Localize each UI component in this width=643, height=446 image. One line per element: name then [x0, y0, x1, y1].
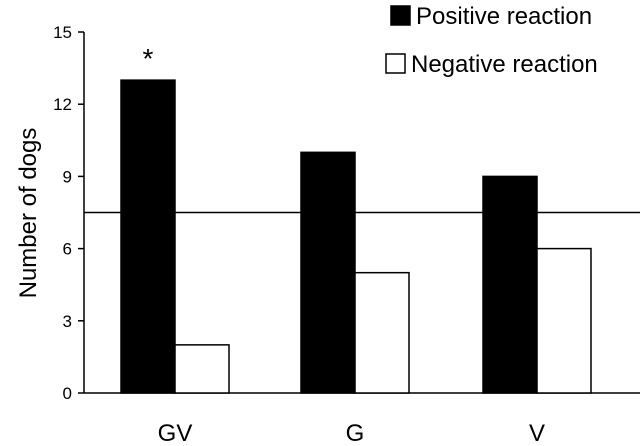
bar-v-positive: [482, 175, 538, 394]
bars: [120, 79, 592, 394]
x-tick-label-g: G: [346, 420, 365, 446]
y-tick-label-6: 6: [63, 240, 72, 259]
y-tick-label-9: 9: [63, 167, 72, 186]
y-tick-label-12: 12: [53, 95, 72, 114]
legend-label-negative: Negative reaction: [411, 51, 598, 78]
y-tick-label-15: 15: [53, 23, 72, 42]
bar-v-negative: [536, 247, 592, 394]
x-tick-label-v: V: [529, 420, 545, 446]
legend-swatch-positive: [390, 5, 411, 26]
legend-swatch-negative: [385, 53, 406, 74]
significance-asterisk: *: [143, 43, 154, 74]
y-tick-label-0: 0: [63, 384, 72, 403]
bar-g-positive: [300, 151, 356, 394]
legend: Positive reaction Negative reaction: [385, 3, 598, 78]
y-axis-label: Number of dogs: [15, 128, 42, 299]
bar-g-negative: [354, 271, 410, 394]
x-tick-labels: GV G V: [158, 420, 545, 446]
x-tick-label-gv: GV: [158, 420, 193, 446]
annotations: *: [143, 43, 154, 74]
bar-gv-negative: [174, 344, 230, 394]
legend-label-positive: Positive reaction: [416, 3, 592, 30]
y-tick-label-3: 3: [63, 312, 72, 331]
y-tick-labels: 0 3 6 9 12 15: [53, 23, 72, 403]
bar-gv-positive: [120, 79, 176, 394]
